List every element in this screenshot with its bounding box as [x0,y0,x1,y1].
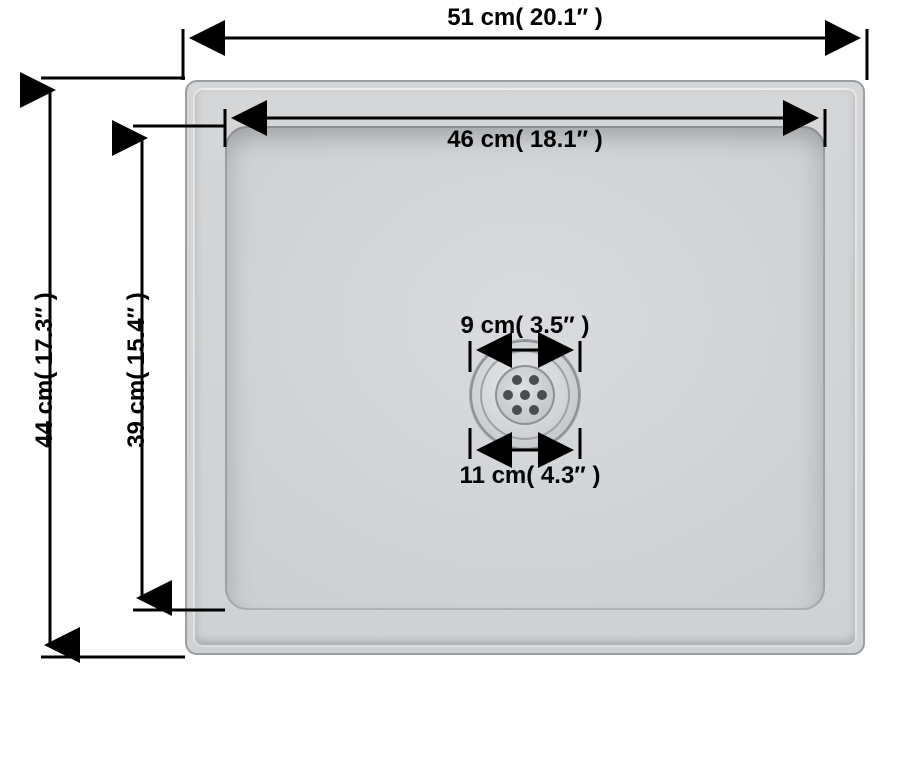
dim-inner-width-label: 46 cm( 18.1″ ) [350,126,700,154]
drain-hole [503,390,513,400]
dim-drain-base-label: 11 cm( 4.3″ ) [400,462,660,490]
drain-hole [512,375,522,385]
drain-hole [537,390,547,400]
dim-inner-height-label: 39 cm( 15.4″ ) [123,195,151,545]
dim-drain-top-label: 9 cm( 3.5″ ) [400,312,650,340]
diagram-stage: 51 cm( 20.1″ ) 46 cm( 18.1″ ) 44 cm( 17.… [0,0,900,774]
drain-hole [529,405,539,415]
drain-hole-center [520,390,530,400]
dim-outer-height-label: 44 cm( 17.3″ ) [31,195,59,545]
drain-hole [529,375,539,385]
dim-outer-width-label: 51 cm( 20.1″ ) [350,4,700,32]
drain-hole [512,405,522,415]
